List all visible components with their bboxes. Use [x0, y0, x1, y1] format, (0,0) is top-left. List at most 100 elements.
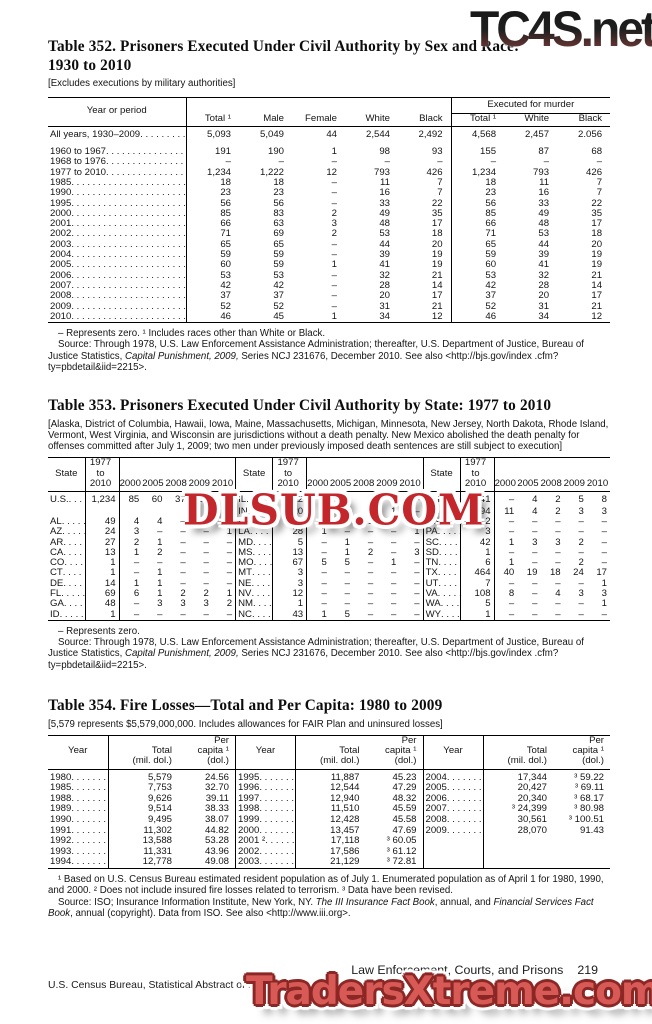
value-cell: 1 — [601, 599, 607, 610]
table-353: State 1977 to 2010 2000 2005 2008 2009 2… — [48, 457, 610, 621]
value-cell: – — [180, 537, 186, 548]
per-capita-cell: ³ 60.05 — [386, 836, 417, 847]
period-total-cell: 14 — [84, 578, 120, 589]
value-cell: – — [367, 494, 374, 506]
column-header-year: Year — [235, 735, 296, 770]
state-label: UT — [423, 579, 460, 589]
table-row: U.S.1,234 85 60 37 52 46 — [48, 491, 235, 507]
value-cell: – — [321, 599, 327, 610]
table-row: MO67 5 5 – 1 – — [236, 558, 423, 569]
column-header-period: 1977 to 2010 — [459, 458, 495, 493]
value-cell: – — [532, 599, 538, 610]
value-cell: 52 — [273, 301, 284, 312]
year-label: 2001 — [48, 219, 187, 230]
value-cell: 56 — [450, 198, 505, 209]
value-cell: 19 — [526, 568, 538, 579]
table-row: 2004 17,344 ³ 59.22 — [423, 769, 610, 784]
table-row: MD5 – 1 – – – — [236, 537, 423, 548]
column-header-female: Female — [292, 113, 345, 127]
table-row: 2009 52 52 – 31 21 52 31 21 — [48, 301, 610, 312]
value-cell: – — [321, 537, 327, 548]
value-cell: 1 — [226, 527, 233, 538]
value-cell: – — [391, 589, 397, 599]
state-label: GA — [48, 599, 85, 609]
value-cell: 7 — [437, 188, 443, 199]
table-row: 1997 12,940 48.32 — [235, 793, 423, 805]
table-row — [423, 857, 610, 869]
year-label: 1995 — [48, 198, 187, 209]
value-cell: 3 — [414, 547, 420, 558]
table-353-note: [Alaska, District of Columbia, Hawaii, I… — [48, 418, 609, 453]
year-label: 2006 — [423, 793, 484, 805]
value-cell: 4 — [555, 589, 561, 599]
page-number: 219 — [577, 963, 598, 978]
per-capita-cell: ³ 69.11 — [574, 783, 604, 794]
value-cell: 3 — [133, 527, 140, 538]
value-cell: – — [344, 568, 350, 579]
value-cell: 17 — [591, 219, 603, 230]
value-cell: 42 — [450, 280, 505, 292]
column-header-2008: 2008 — [353, 458, 377, 493]
value-cell: – — [601, 547, 607, 558]
value-cell: 46 — [221, 494, 233, 506]
value-cell: 48 — [379, 219, 390, 230]
period-total-cell: 3 — [272, 516, 308, 528]
table-row: 2005 60 59 1 41 19 60 41 19 — [48, 260, 610, 271]
table-354-panel-2: Year Total (mil. dol.) Per capita ¹ (dol… — [235, 735, 423, 869]
value-cell: 60 — [151, 494, 163, 506]
period-total-cell: 6 — [459, 558, 495, 569]
column-header-total: Total ¹ — [186, 113, 239, 127]
value-cell: – — [180, 527, 186, 538]
table-row: 2007 42 42 – 28 14 42 28 14 — [48, 280, 610, 292]
value-cell: 2 — [226, 599, 233, 610]
value-cell: – — [532, 609, 538, 620]
value-cell: 66 — [450, 219, 505, 230]
per-capita-cell: ³ 100.51 — [568, 815, 604, 826]
value-cell: – — [180, 568, 186, 579]
table-row: 1991 11,302 44.82 — [48, 825, 235, 837]
value-cell: 190 — [267, 147, 284, 158]
value-cell: – — [601, 527, 607, 538]
value-cell: – — [180, 516, 186, 527]
year-label: 2003 — [235, 857, 296, 869]
value-cell: 52 — [450, 301, 505, 312]
column-header-2000: 2000 — [306, 458, 330, 493]
value-cell: 87 — [538, 147, 550, 158]
section-table-352: Table 352. Prisoners Executed Under Civi… — [48, 38, 611, 373]
per-capita-cell: 47.69 — [392, 825, 417, 836]
source-text: Source: Through 1978, U.S. Law Enforceme… — [48, 637, 584, 671]
table-row: 1985 7,753 32.70 — [48, 783, 235, 794]
section-table-354: Table 354. Fire Losses—Total and Per Cap… — [48, 697, 610, 919]
value-cell: 71 — [220, 229, 231, 240]
value-cell: – — [508, 516, 515, 527]
state-label: TN — [423, 558, 460, 568]
value-cell: 83 — [273, 208, 284, 219]
value-cell: 53 — [273, 270, 284, 281]
column-header-2008: 2008 — [540, 458, 564, 493]
value-cell: 2 — [180, 589, 186, 599]
column-header-total: Total (mil. dol.) — [108, 735, 178, 770]
value-cell: 3 — [331, 219, 337, 230]
table-354-footnotes: ¹ Based on U.S. Census Bureau estimated … — [48, 874, 610, 919]
table-row: 2006 53 53 – 32 21 53 32 21 — [48, 270, 610, 281]
value-cell: 21 — [431, 270, 443, 281]
per-capita-cell: 45.58 — [392, 815, 417, 826]
state-label: AL — [48, 517, 85, 527]
table-353-panel-2: State 1977 to 2010 2000 2005 2008 2009 2… — [235, 458, 423, 620]
total-cell: 17,118 — [330, 836, 360, 847]
value-cell: – — [321, 516, 327, 527]
value-cell: 31 — [379, 301, 390, 312]
value-cell: – — [331, 250, 337, 261]
state-label: MD — [236, 538, 273, 548]
value-cell: – — [321, 547, 327, 558]
period-total-cell: 1 — [459, 609, 495, 620]
value-cell: – — [414, 494, 420, 506]
value-cell: 44 — [326, 128, 337, 140]
column-group-executed-for-murder: Executed for murder — [450, 97, 611, 114]
table-row: 1985 18 18 – 11 7 18 11 7 — [48, 177, 610, 189]
empty-cell — [423, 836, 484, 847]
column-header-2009: 2009 — [376, 458, 400, 493]
state-label: MT — [236, 568, 273, 578]
empty-cell — [483, 847, 553, 858]
value-cell: 7 — [437, 177, 443, 188]
